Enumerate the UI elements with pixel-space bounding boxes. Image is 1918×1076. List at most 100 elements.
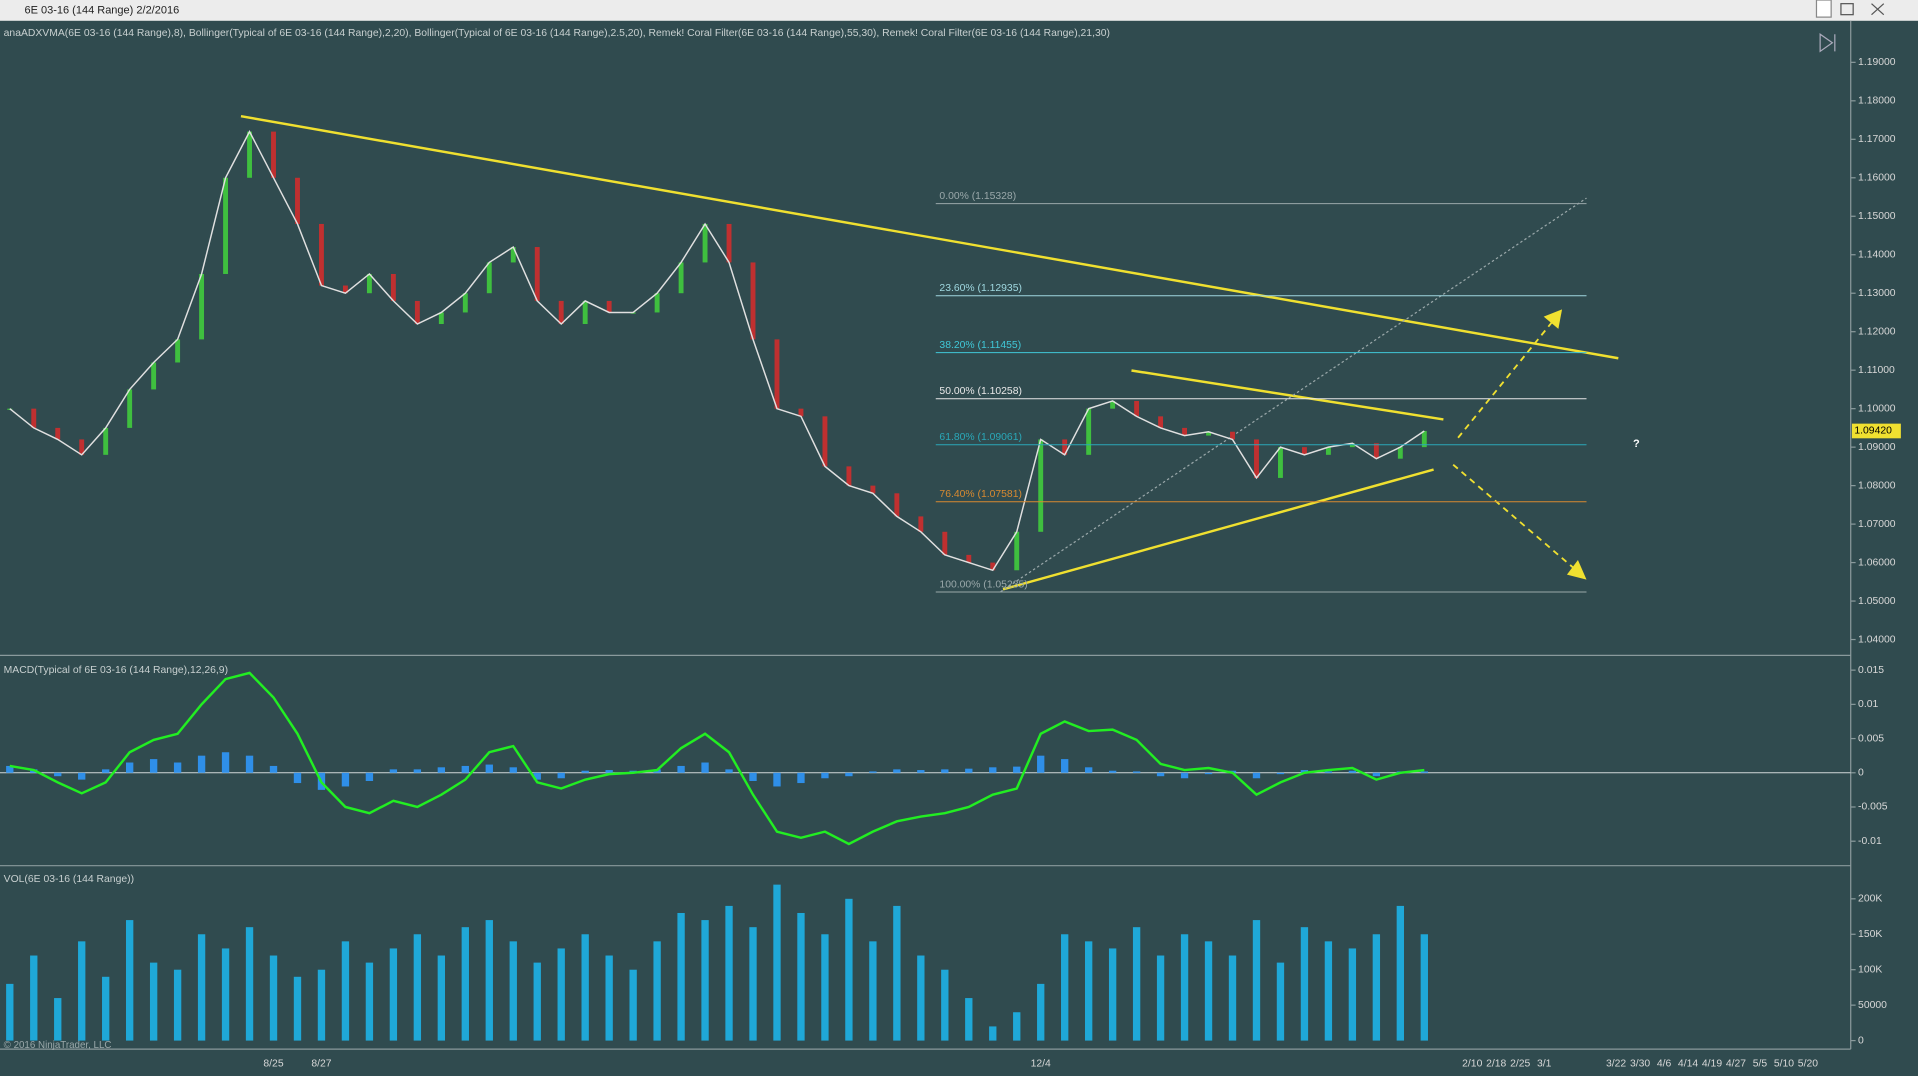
x-tick-label: 5/10: [1774, 1059, 1794, 1070]
volume-bar: [437, 955, 446, 1041]
candle: [1014, 531, 1020, 571]
macd-hist: [293, 772, 302, 784]
candle: [678, 262, 684, 294]
volume-bar: [1396, 905, 1405, 1041]
volume-bar: [941, 969, 949, 1041]
macd-hist: [1156, 772, 1165, 777]
volume-bar: [677, 912, 685, 1041]
price-line: [9, 130, 1425, 572]
lock-button[interactable]: [1815, 0, 1832, 18]
candle: [654, 293, 660, 313]
candle: [1038, 439, 1044, 532]
candle: [1254, 439, 1259, 478]
x-tick-label: 5/5: [1753, 1059, 1768, 1070]
candle: [990, 562, 996, 571]
candle: [414, 300, 420, 325]
volume-bar: [1228, 955, 1237, 1041]
y-tick-label: 1.11000: [1858, 365, 1895, 376]
panel-title: VOL(6E 03-16 (144 Range)): [4, 874, 134, 885]
macd-hist: [389, 769, 398, 773]
macd-hist: [1180, 772, 1189, 779]
macd-hist: [701, 762, 709, 773]
candle: [55, 427, 61, 440]
volume-bar: [54, 998, 62, 1041]
y-tick-label: 1.05000: [1858, 596, 1896, 607]
candle: [462, 293, 468, 313]
volume-bar: [1420, 934, 1428, 1041]
y-tick-label: -0.005: [1858, 802, 1888, 813]
volume-bar: [1300, 927, 1309, 1041]
y-tick-label: 1.10000: [1858, 403, 1896, 414]
arrow-head: [1566, 560, 1587, 580]
volume-bar: [293, 976, 302, 1041]
macd-hist: [197, 755, 206, 773]
candle: [582, 300, 588, 325]
trend-line: [1131, 369, 1444, 421]
macd-hist: [1300, 770, 1309, 773]
candle: [1373, 443, 1379, 459]
x-tick-label: 2/18: [1486, 1059, 1506, 1070]
candle: [223, 177, 229, 274]
candle: [342, 285, 348, 294]
macd-hist: [941, 769, 949, 773]
fib-label: 23.60% (1.12935): [939, 283, 1022, 294]
y-tick-label: 1.14000: [1858, 249, 1896, 260]
volume-bar: [725, 905, 733, 1041]
macd-hist: [221, 752, 230, 773]
candle: [1206, 431, 1211, 436]
close-button-stroke: [1871, 3, 1885, 16]
candle: [1278, 447, 1283, 478]
candle: [1325, 447, 1331, 455]
fib-label: 76.40% (1.07581): [939, 489, 1022, 500]
candle: [510, 247, 516, 263]
macd-hist: [102, 769, 110, 773]
macd-hist: [269, 765, 278, 773]
volume-bar: [173, 969, 182, 1041]
macd-hist: [125, 762, 134, 773]
candle: [1086, 408, 1092, 455]
candle: [366, 273, 372, 294]
y-tick-label: 1.08000: [1858, 480, 1896, 491]
arrow-head: [1543, 309, 1563, 329]
macd-hist: [461, 765, 469, 773]
macd-hist: [149, 759, 158, 773]
x-tick-label: 4/6: [1657, 1059, 1672, 1070]
macd-hist: [773, 772, 781, 787]
macd-hist: [821, 772, 829, 779]
macd-hist: [605, 770, 613, 773]
candle: [1134, 400, 1140, 417]
macd-hist: [797, 772, 805, 784]
y-tick-label: 0: [1858, 768, 1864, 779]
macd-hist: [989, 767, 997, 773]
macd-hist: [1372, 772, 1381, 777]
macd-hist: [485, 764, 493, 773]
volume-bar: [461, 927, 469, 1041]
macd-hist: [749, 772, 757, 781]
x-tick-label: 5/20: [1798, 1059, 1818, 1070]
volume-bar: [1013, 1012, 1021, 1041]
volume-bar: [149, 962, 158, 1041]
candle: [846, 466, 852, 486]
macd-hist: [509, 767, 517, 773]
fib-diagonal: [1000, 197, 1587, 593]
volume-bar: [485, 920, 493, 1041]
macd-hist: [1084, 767, 1093, 773]
volume-bar: [773, 884, 781, 1041]
candle: [295, 177, 300, 224]
volume-bar: [365, 962, 374, 1041]
scroll-end-icon[interactable]: [1819, 33, 1836, 53]
volume-bar: [557, 948, 565, 1041]
candle: [79, 439, 85, 455]
macd-hist: [1108, 770, 1117, 773]
volume-bar: [269, 955, 278, 1041]
macd-hist: [893, 769, 901, 773]
macd-hist: [1252, 772, 1261, 779]
volume-bar: [581, 934, 589, 1041]
candle: [774, 339, 780, 409]
volume-bar: [893, 905, 901, 1041]
restore-button[interactable]: [1840, 3, 1854, 16]
volume-bar: [1108, 948, 1117, 1041]
trend-line: [240, 114, 1619, 360]
volume-bar: [917, 955, 925, 1041]
